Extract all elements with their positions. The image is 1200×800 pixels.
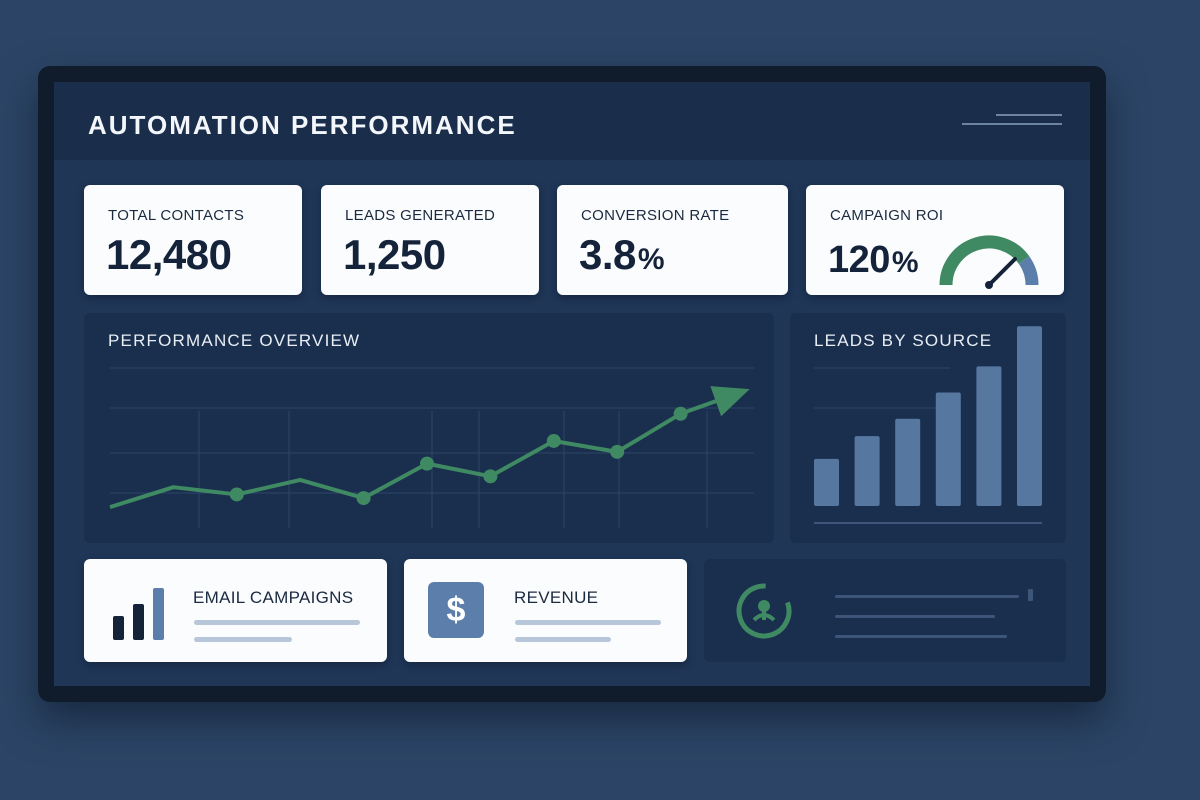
kpi-card-conversion-rate[interactable]: CONVERSION RATE 3.8% [557, 185, 788, 295]
data-point [483, 469, 498, 484]
placeholder-line [835, 615, 995, 618]
data-point [546, 433, 561, 448]
bar [854, 436, 880, 506]
data-point [610, 444, 625, 459]
status-panel [704, 559, 1066, 662]
text-placeholder-line [194, 637, 292, 642]
kpi-value: 120% [828, 239, 919, 281]
kpi-label: TOTAL CONTACTS [108, 207, 245, 224]
text-placeholder-line [515, 637, 611, 642]
kpi-card-leads-generated[interactable]: LEADS GENERATED 1,250 [321, 185, 539, 295]
performance-overview-panel: PERFORMANCE OVERVIEW [84, 313, 774, 543]
panel-title: PERFORMANCE OVERVIEW [108, 331, 361, 350]
dashboard-header: AUTOMATION PERFORMANCE [54, 82, 1090, 160]
placeholder-line [835, 595, 1019, 598]
kpi-value: 12,480 [106, 231, 232, 278]
kpi-label: CAMPAIGN ROI [830, 207, 944, 224]
data-point [420, 456, 434, 471]
bar-chart-icon [113, 588, 169, 640]
revenue-card[interactable]: $ REVENUE [404, 559, 687, 662]
text-placeholder-line [194, 620, 360, 625]
text-placeholder-line [515, 620, 661, 625]
kpi-card-campaign-roi[interactable]: CAMPAIGN ROI 120% [806, 185, 1064, 295]
gauge-icon [939, 235, 1039, 289]
performance-line-chart [109, 367, 754, 528]
email-campaigns-card[interactable]: EMAIL CAMPAIGNS [84, 559, 387, 662]
dollar-icon: $ [428, 582, 484, 638]
scroll-indicator[interactable] [1028, 589, 1033, 601]
kpi-value: 1,250 [343, 231, 446, 278]
data-point [229, 487, 244, 502]
leads-bar-chart [814, 326, 1042, 524]
bar [1017, 326, 1042, 506]
email-campaigns-label: EMAIL CAMPAIGNS [193, 588, 354, 607]
bar [976, 366, 1002, 506]
menu-icon[interactable] [962, 114, 1062, 132]
bar [814, 458, 839, 506]
kpi-label: CONVERSION RATE [581, 207, 730, 224]
bar [895, 418, 921, 506]
series-line [109, 389, 745, 510]
leads-by-source-panel: LEADS BY SOURCE [790, 313, 1066, 543]
kpi-value: 3.8% [579, 231, 665, 278]
data-point [673, 406, 688, 421]
page-title: AUTOMATION PERFORMANCE [88, 110, 517, 140]
trend-arrow [710, 386, 750, 417]
kpi-label: LEADS GENERATED [345, 207, 496, 224]
placeholder-line [835, 635, 1007, 638]
progress-ring-icon [736, 583, 792, 639]
panel-title: LEADS BY SOURCE [814, 331, 993, 350]
revenue-label: REVENUE [514, 588, 599, 607]
dashboard-screen: AUTOMATION PERFORMANCE TOTAL CONTACTS 12… [54, 82, 1090, 686]
bar [935, 392, 961, 506]
kpi-card-total-contacts[interactable]: TOTAL CONTACTS 12,480 [84, 185, 302, 295]
data-point [356, 491, 371, 506]
